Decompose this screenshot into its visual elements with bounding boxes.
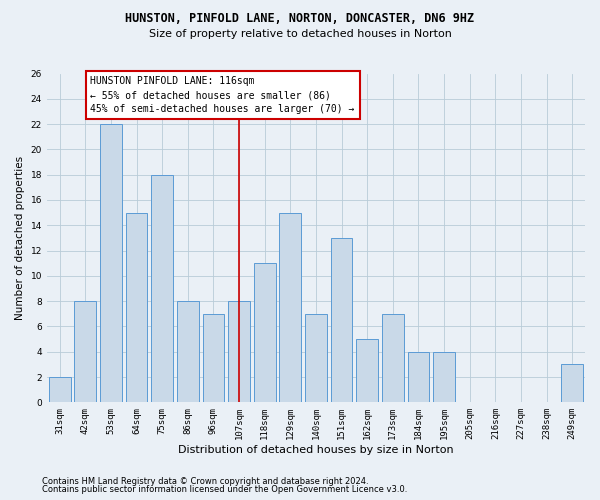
- Bar: [100, 124, 122, 402]
- Bar: [126, 212, 148, 402]
- Bar: [305, 314, 327, 402]
- Bar: [203, 314, 224, 402]
- Text: Size of property relative to detached houses in Norton: Size of property relative to detached ho…: [149, 29, 451, 39]
- Text: HUNSTON PINFOLD LANE: 116sqm
← 55% of detached houses are smaller (86)
45% of se: HUNSTON PINFOLD LANE: 116sqm ← 55% of de…: [91, 76, 355, 114]
- Bar: [356, 339, 378, 402]
- Text: Contains public sector information licensed under the Open Government Licence v3: Contains public sector information licen…: [42, 485, 407, 494]
- Bar: [382, 314, 404, 402]
- Bar: [433, 352, 455, 403]
- X-axis label: Distribution of detached houses by size in Norton: Distribution of detached houses by size …: [178, 445, 454, 455]
- Bar: [49, 377, 71, 402]
- Text: HUNSTON, PINFOLD LANE, NORTON, DONCASTER, DN6 9HZ: HUNSTON, PINFOLD LANE, NORTON, DONCASTER…: [125, 12, 475, 26]
- Bar: [74, 301, 96, 402]
- Bar: [407, 352, 430, 403]
- Bar: [561, 364, 583, 403]
- Bar: [331, 238, 352, 402]
- Bar: [177, 301, 199, 402]
- Bar: [254, 263, 275, 402]
- Bar: [228, 301, 250, 402]
- Text: Contains HM Land Registry data © Crown copyright and database right 2024.: Contains HM Land Registry data © Crown c…: [42, 477, 368, 486]
- Bar: [151, 174, 173, 402]
- Bar: [280, 212, 301, 402]
- Y-axis label: Number of detached properties: Number of detached properties: [15, 156, 25, 320]
